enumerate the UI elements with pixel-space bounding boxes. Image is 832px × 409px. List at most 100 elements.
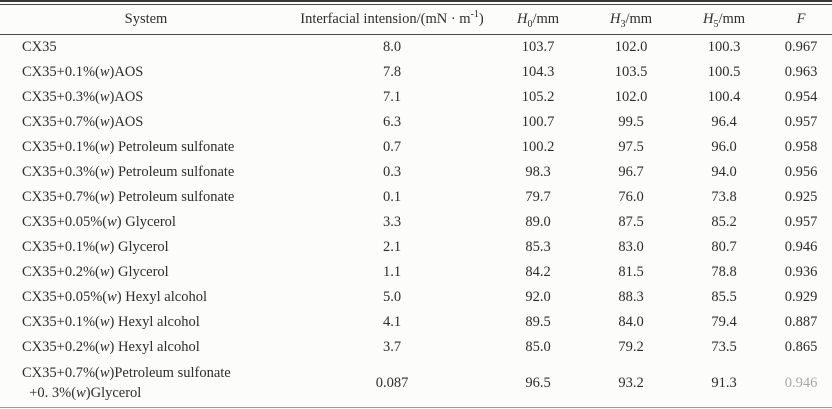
interfacial-tension-cell: 1.1 [382, 264, 402, 280]
table-row: CX35+0.3%(w) Petroleum sulfonate 0.3 98.3 9… [0, 160, 832, 185]
h0-cell: 98.3 [525, 164, 551, 180]
h0-cell: 100.2 [521, 139, 555, 155]
f-cell: 0.929 [784, 289, 818, 305]
table-top-rule-outer [0, 0, 832, 2]
h0-cell: 103.7 [521, 39, 555, 55]
interfacial-tension-cell: 4.1 [382, 314, 402, 330]
f-cell: 0.954 [784, 89, 818, 105]
interfacial-tension-cell: 7.8 [382, 64, 402, 80]
system-cell: CX35+0.1%(w) Glycerol [22, 238, 169, 255]
system-cell: CX35+0.05%(w) Glycerol [22, 213, 176, 230]
h3-cell: 79.2 [618, 339, 644, 355]
interfacial-tension-cell: 3.7 [382, 339, 402, 355]
system-cell: CX35+0.05%(w) Hexyl alcohol [22, 288, 207, 305]
table-row: CX35+0.05%(w) Glycerol 3.3 89.0 87.5 85.2 0.9… [0, 210, 832, 235]
h3-cell: 102.0 [614, 89, 648, 105]
column-header-f: F [770, 5, 832, 35]
f-cell: 0.887 [784, 314, 818, 330]
table-row: CX35+0.1%(w) Petroleum sulfonate 0.7 100.2… [0, 135, 832, 160]
table-row: CX35+0.1%(w)AOS 7.8 104.3 103.5 100.5 0.963 [0, 60, 832, 85]
h3-cell: 83.0 [618, 239, 644, 255]
interfacial-tension-cell: 7.1 [382, 89, 402, 105]
interfacial-tension-cell: 8.0 [382, 39, 402, 55]
f-cell: 0.925 [784, 189, 818, 205]
interfacial-tension-cell: 6.3 [382, 114, 402, 130]
system-cell: CX35+0.7%(w)Petroleum sulfonate +0. 3%(w… [22, 364, 231, 401]
h3-cell: 96.7 [618, 164, 644, 180]
h3-cell: 88.3 [618, 289, 644, 305]
h3-cell: 97.5 [618, 139, 644, 155]
system-cell: CX35+0.2%(w) Glycerol [22, 263, 169, 280]
column-header-interfacial-tension: Interfacial intension/(mN · m-1) [292, 5, 492, 35]
table-row: CX35+0.05%(w) Hexyl alcohol 5.0 92.0 88.3 85… [0, 285, 832, 310]
system-cell: CX35+0.7%(w) Petroleum sulfonate [22, 188, 235, 205]
h0-cell: 79.7 [525, 189, 551, 205]
system-cell: CX35+0.2%(w) Hexyl alcohol [22, 338, 200, 355]
table-row: CX35+0.1%(w) Hexyl alcohol 4.1 89.5 84.0 79.… [0, 310, 832, 335]
h5-cell: 73.5 [711, 339, 737, 355]
h0-cell: 84.2 [525, 264, 551, 280]
system-cell: CX35+0.1%(w) Hexyl alcohol [22, 313, 200, 330]
table-header: System Interfacial intension/(mN · m-1) … [0, 5, 832, 35]
h0-cell: 100.7 [521, 114, 555, 130]
h3-cell: 103.5 [614, 64, 648, 80]
column-header-h0: H0/mm [492, 5, 584, 35]
table-row: CX35+0.2%(w) Hexyl alcohol 3.7 85.0 79.2 73.… [0, 335, 832, 360]
interfacial-tension-cell: 0.7 [382, 139, 402, 155]
f-cell: 0.946 [784, 239, 818, 255]
table-row: CX35+0.7%(w)AOS 6.3 100.7 99.5 96.4 0.957 [0, 110, 832, 135]
table-row: CX35+0.2%(w) Glycerol 1.1 84.2 81.5 78.8 0.93… [0, 260, 832, 285]
h0-cell: 85.0 [525, 339, 551, 355]
h3-cell: 81.5 [618, 264, 644, 280]
system-cell: CX35+0.3%(w)AOS [22, 88, 144, 105]
interfacial-tension-cell: 2.1 [382, 239, 402, 255]
h0-cell: 89.5 [525, 314, 551, 330]
table-row: CX35+0.7%(w)Petroleum sulfonate +0. 3%(w… [0, 360, 832, 408]
h3-cell: 99.5 [618, 114, 644, 130]
table-top-rule-inner [0, 4, 832, 5]
results-table: System Interfacial intension/(mN · m-1) … [0, 5, 832, 408]
f-cell: 0.957 [784, 114, 818, 130]
system-cell: CX35+0.1%(w)AOS [22, 63, 144, 80]
h5-cell: 96.0 [711, 139, 737, 155]
h5-cell: 100.4 [707, 89, 741, 105]
system-cell: CX35+0.1%(w) Petroleum sulfonate [22, 138, 235, 155]
h3-cell: 76.0 [618, 189, 644, 205]
h5-cell: 100.5 [707, 64, 741, 80]
interfacial-tension-cell: 0.1 [382, 189, 402, 205]
f-cell: 0.957 [784, 214, 818, 230]
h5-cell: 78.8 [711, 264, 737, 280]
h0-cell: 89.0 [525, 214, 551, 230]
h5-cell: 80.7 [711, 239, 737, 255]
column-header-h5: H5/mm [678, 5, 770, 35]
h0-cell: 85.3 [525, 239, 551, 255]
system-cell: CX35+0.7%(w)AOS [22, 113, 144, 130]
f-cell: 0.963 [784, 64, 818, 80]
h5-cell: 85.2 [711, 214, 737, 230]
f-cell: 0.946 [784, 375, 818, 391]
h0-cell: 96.5 [525, 375, 551, 391]
f-cell: 0.956 [784, 164, 818, 180]
h5-cell: 100.3 [707, 39, 741, 55]
h5-cell: 94.0 [711, 164, 737, 180]
h5-cell: 73.8 [711, 189, 737, 205]
table-row: CX35+0.3%(w)AOS 7.1 105.2 102.0 100.4 0.954 [0, 85, 832, 110]
h0-cell: 104.3 [521, 64, 555, 80]
h5-cell: 79.4 [711, 314, 737, 330]
table-row: CX35 8.0 103.7 102.0 100.3 0.967 [0, 35, 832, 61]
h5-cell: 85.5 [711, 289, 737, 305]
h5-cell: 91.3 [711, 375, 737, 391]
column-header-h3: H3/mm [584, 5, 678, 35]
table-body: CX35 8.0 103.7 102.0 100.3 0.967 CX35+0.1%(w)A… [0, 35, 832, 408]
interfacial-tension-cell: 5.0 [382, 289, 402, 305]
h0-cell: 105.2 [521, 89, 555, 105]
interfacial-tension-cell: 0.3 [382, 164, 402, 180]
column-header-system: System [0, 5, 292, 35]
h3-cell: 87.5 [618, 214, 644, 230]
table-row: CX35+0.1%(w) Glycerol 2.1 85.3 83.0 80.7 0.94… [0, 235, 832, 260]
interfacial-tension-cell: 0.087 [375, 375, 409, 391]
f-cell: 0.958 [784, 139, 818, 155]
f-cell: 0.865 [784, 339, 818, 355]
h3-cell: 84.0 [618, 314, 644, 330]
